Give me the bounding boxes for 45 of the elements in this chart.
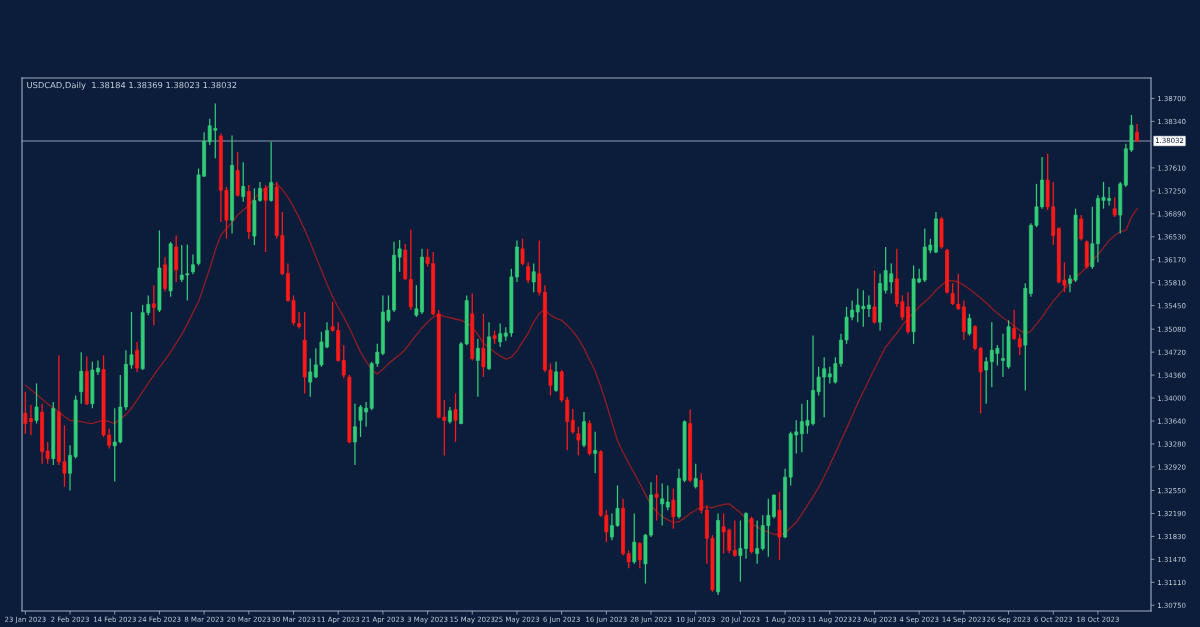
candlestick <box>1012 309 1017 341</box>
candlestick <box>1079 214 1084 242</box>
candlestick <box>956 273 961 311</box>
candlestick <box>693 463 698 490</box>
candlestick <box>582 411 586 448</box>
candlestick <box>755 519 760 565</box>
candlestick <box>481 313 486 378</box>
candlestick <box>554 361 558 393</box>
candlestick <box>34 382 39 425</box>
candlestick <box>151 284 156 326</box>
candlestick <box>732 519 737 558</box>
candlestick <box>341 344 346 379</box>
candlestick <box>872 269 877 325</box>
candlestick <box>263 184 268 253</box>
candlestick <box>984 356 989 405</box>
candlestick <box>967 313 972 337</box>
candlestick <box>660 482 665 527</box>
chart-title: USDCAD,Daily 1.38184 1.38369 1.38023 1.38032 <box>27 81 237 90</box>
candlestick <box>269 141 274 203</box>
candlestick <box>174 234 179 283</box>
candlestick <box>950 282 955 306</box>
candlestick <box>163 256 167 293</box>
candlestick <box>526 261 531 284</box>
candlestick <box>297 311 301 330</box>
candlestick <box>308 357 313 398</box>
candlestick <box>593 431 598 474</box>
candlestick <box>632 512 637 565</box>
candlestick <box>241 161 246 203</box>
candlestick <box>520 238 525 267</box>
candlestick <box>79 351 84 405</box>
candlestick <box>135 341 139 373</box>
candlestick <box>671 487 676 530</box>
candlestick <box>654 474 659 522</box>
candlestick <box>665 484 670 511</box>
candlestick <box>475 338 480 398</box>
candlestick <box>191 253 195 275</box>
candlestick <box>1017 333 1022 356</box>
candlestick <box>453 392 458 443</box>
candlestick <box>576 426 581 457</box>
candlestick <box>1112 196 1117 218</box>
candlestick <box>498 322 503 348</box>
candlestick <box>353 403 357 466</box>
candlestick <box>531 262 536 293</box>
candlestick <box>570 408 575 435</box>
candlestick <box>637 541 642 569</box>
